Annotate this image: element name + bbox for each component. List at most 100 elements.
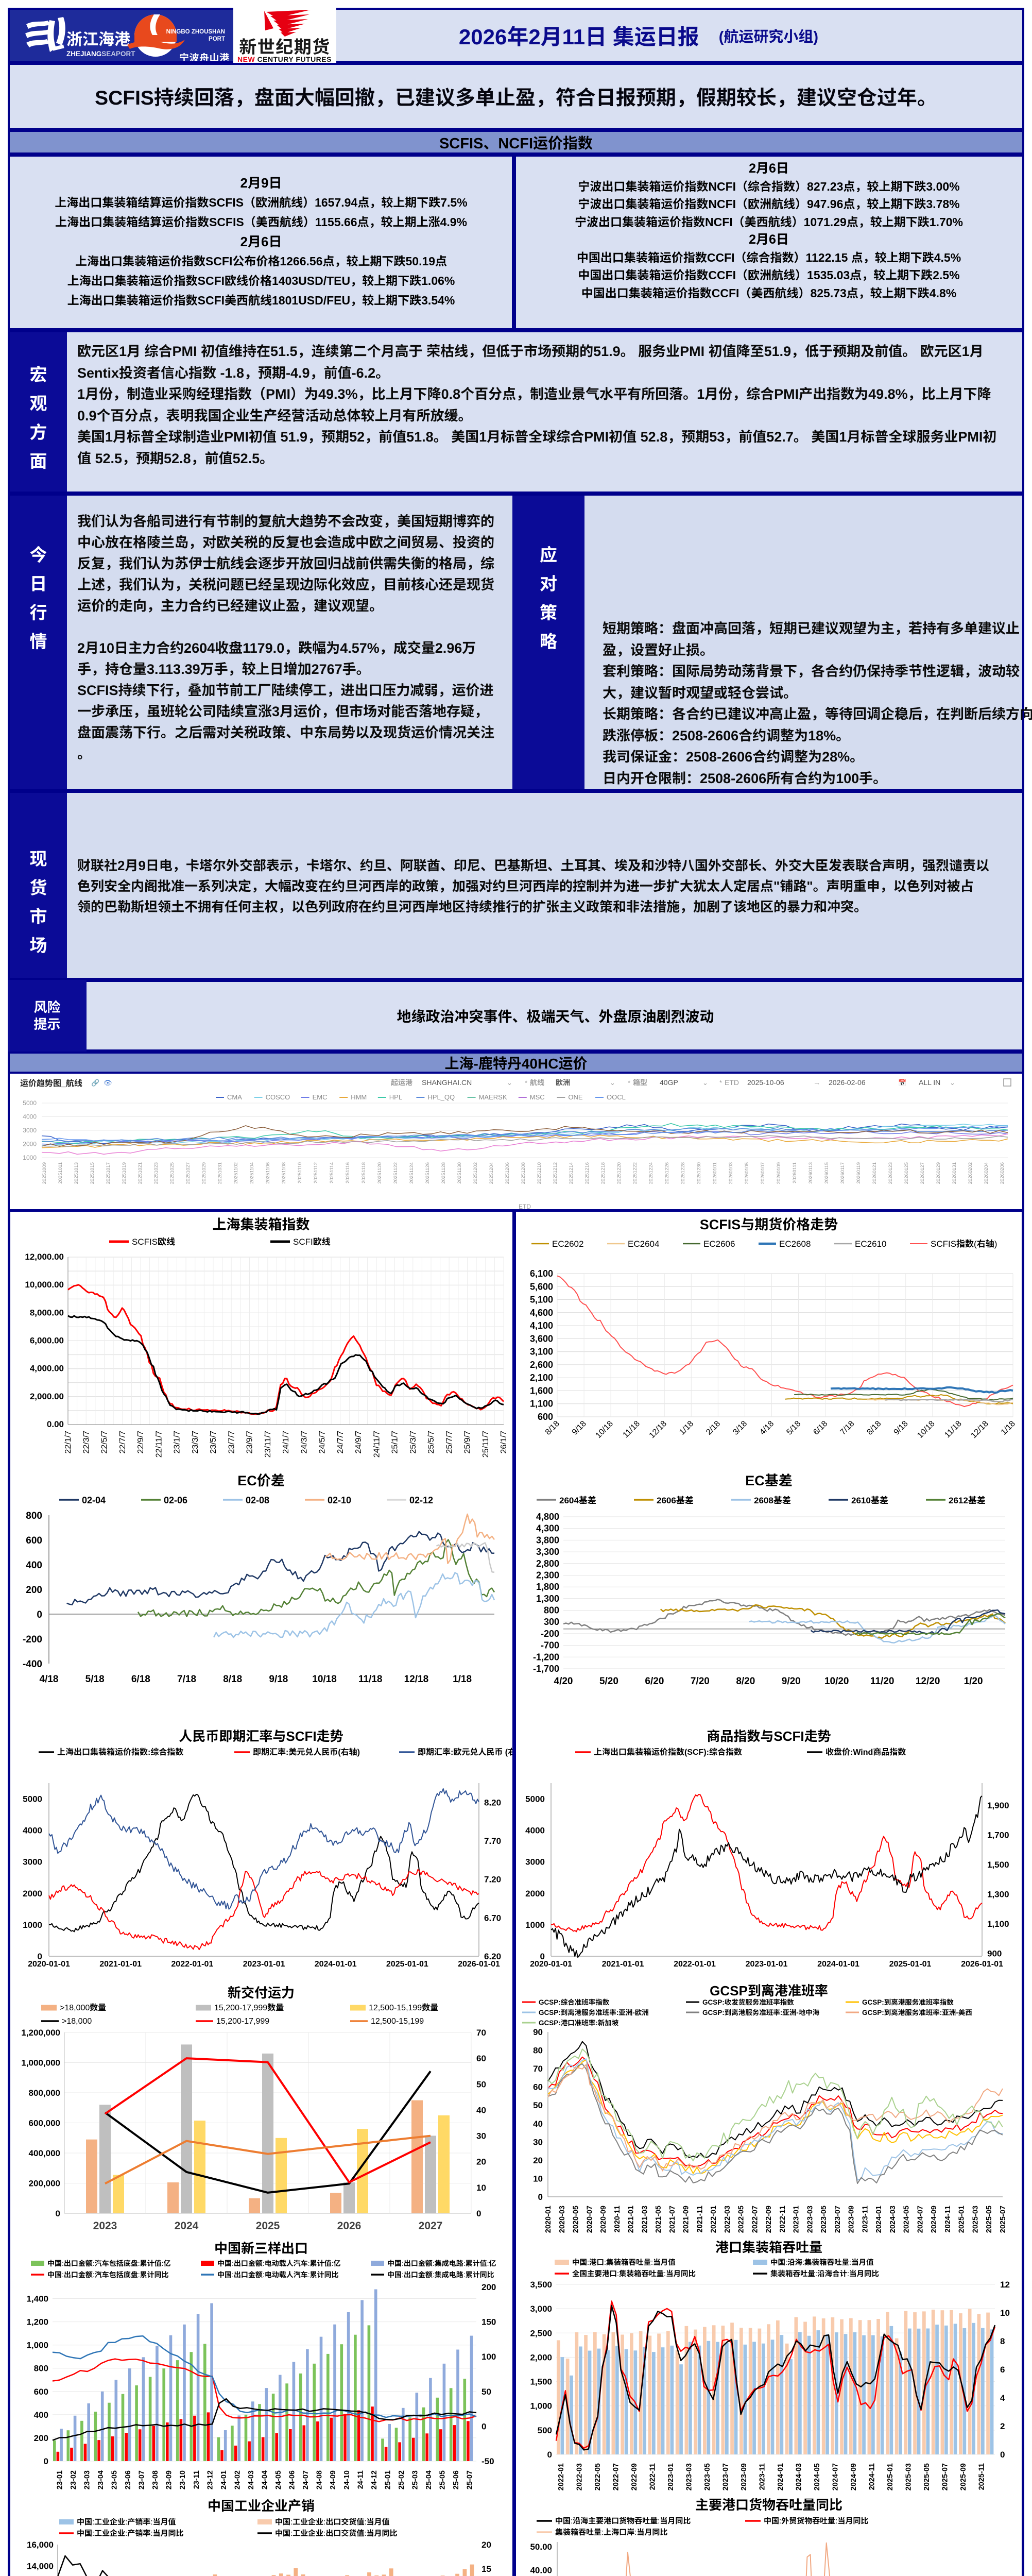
svg-text:30: 30	[533, 2137, 543, 2147]
svg-text:80: 80	[533, 2046, 543, 2056]
svg-text:中国:沿海主要港口货物吞吐量:当月同比: 中国:沿海主要港口货物吞吐量:当月同比	[555, 2517, 691, 2526]
svg-text:0.00: 0.00	[47, 1419, 64, 1429]
svg-text:7.70: 7.70	[484, 1836, 501, 1846]
svg-text:12/20: 12/20	[916, 1676, 940, 1687]
svg-text:4/18: 4/18	[40, 1674, 59, 1685]
svg-text:8/20: 8/20	[736, 1676, 755, 1687]
svg-text:23-12: 23-12	[206, 2470, 214, 2489]
svg-text:12/18: 12/18	[969, 1419, 990, 1440]
svg-text:100: 100	[481, 2352, 496, 2362]
svg-text:20251208: 20251208	[521, 1162, 526, 1184]
svg-text:1/18: 1/18	[678, 1419, 695, 1437]
svg-text:EC2610: EC2610	[855, 1239, 886, 1249]
svg-text:3000: 3000	[525, 1857, 545, 1867]
svg-text:24-08: 24-08	[316, 2470, 324, 2489]
svg-text:90: 90	[533, 2027, 543, 2037]
svg-text:2022-01-01: 2022-01-01	[171, 1960, 213, 1969]
svg-text:2612基差: 2612基差	[949, 1496, 986, 1505]
svg-text:→: →	[813, 1078, 820, 1087]
svg-text:2027: 2027	[419, 2220, 443, 2232]
svg-text:2606基差: 2606基差	[657, 1496, 694, 1505]
svg-text:20251126: 20251126	[425, 1162, 431, 1184]
svg-text:新世纪期货: 新世纪期货	[239, 38, 331, 57]
svg-text:中国:工业企业:出口交货值:当月值: 中国:工业企业:出口交货值:当月值	[275, 2518, 390, 2527]
svg-text:箱型: 箱型	[633, 1078, 647, 1087]
svg-text:23/11/7: 23/11/7	[264, 1431, 272, 1458]
svg-text:600: 600	[34, 2387, 48, 2397]
svg-text:20: 20	[533, 2156, 543, 2165]
svg-text:24-05: 24-05	[274, 2470, 283, 2489]
svg-text:COSCO: COSCO	[266, 1093, 290, 1101]
svg-text:-200: -200	[541, 1629, 559, 1639]
svg-text:2: 2	[1000, 2421, 1005, 2431]
svg-text:20251009: 20251009	[42, 1162, 47, 1184]
svg-text:400: 400	[26, 1560, 42, 1571]
svg-text:20260125: 20260125	[904, 1162, 909, 1184]
svg-text:2023-03: 2023-03	[685, 2463, 693, 2490]
svg-text:10/20: 10/20	[824, 1676, 849, 1687]
svg-text:22/3/7: 22/3/7	[82, 1431, 91, 1454]
svg-text:ALL IN: ALL IN	[919, 1078, 940, 1087]
svg-text:EC基差: EC基差	[745, 1473, 793, 1488]
svg-text:10/18: 10/18	[594, 1419, 615, 1440]
svg-text:20260115: 20260115	[824, 1162, 830, 1184]
svg-text:60: 60	[533, 2082, 543, 2092]
svg-text:港口集装箱吞吐量: 港口集装箱吞吐量	[715, 2241, 822, 2255]
svg-text:20260113: 20260113	[808, 1162, 814, 1184]
svg-text:GCSP:到离港服务准班率:亚洲-美西: GCSP:到离港服务准班率:亚洲-美西	[862, 2009, 972, 2016]
svg-text:ZHEJIANGSEAPORT: ZHEJIANGSEAPORT	[66, 50, 135, 58]
svg-text:10: 10	[476, 2183, 486, 2193]
svg-text:1,000: 1,000	[26, 2341, 48, 2350]
svg-text:20251108: 20251108	[281, 1162, 287, 1184]
svg-text:23-08: 23-08	[151, 2470, 160, 2489]
svg-text:SCFIS与期货价格走势: SCFIS与期货价格走势	[700, 1217, 838, 1232]
svg-text:20260206: 20260206	[1000, 1162, 1005, 1184]
svg-text:20260117: 20260117	[840, 1162, 846, 1184]
svg-text:收盘价:Wind商品指数: 收盘价:Wind商品指数	[825, 1748, 906, 1757]
svg-text:2023-05: 2023-05	[820, 2206, 828, 2233]
svg-text:6,000.00: 6,000.00	[30, 1336, 64, 1346]
svg-text:集装箱吞吐量:上海口岸:当月同比: 集装箱吞吐量:上海口岸:当月同比	[555, 2528, 667, 2537]
svg-text:20260103: 20260103	[728, 1162, 734, 1184]
svg-text:6/20: 6/20	[645, 1676, 664, 1687]
svg-text:20251110: 20251110	[297, 1162, 303, 1183]
svg-text:2024-01: 2024-01	[777, 2463, 785, 2490]
svg-text:4,000.00: 4,000.00	[30, 1364, 64, 1374]
svg-text:24/1/7: 24/1/7	[282, 1431, 290, 1454]
svg-text:4000: 4000	[23, 1113, 37, 1121]
svg-text:2022-11: 2022-11	[779, 2206, 787, 2232]
svg-text:2021-11: 2021-11	[696, 2206, 704, 2232]
svg-text:2610基差: 2610基差	[851, 1496, 888, 1505]
svg-text:2021-07: 2021-07	[668, 2206, 677, 2233]
svg-text:25/11/7: 25/11/7	[481, 1431, 490, 1458]
svg-text:22/5/7: 22/5/7	[100, 1431, 109, 1454]
svg-text:200: 200	[34, 2433, 48, 2443]
svg-text:2025-01: 2025-01	[958, 2206, 966, 2233]
svg-text:800: 800	[34, 2364, 48, 2374]
svg-text:2000: 2000	[23, 1141, 37, 1148]
svg-text:20251212: 20251212	[553, 1162, 558, 1184]
svg-text:6,100: 6,100	[530, 1268, 553, 1279]
svg-text:1000: 1000	[23, 1154, 37, 1161]
svg-text:1/20: 1/20	[964, 1676, 983, 1687]
svg-text:2022-05: 2022-05	[594, 2463, 602, 2490]
svg-text:200: 200	[26, 1585, 42, 1596]
svg-text:600: 600	[538, 1412, 553, 1422]
svg-text:70: 70	[476, 2028, 486, 2038]
svg-text:24-12: 24-12	[370, 2470, 379, 2489]
svg-text:12/18: 12/18	[404, 1674, 429, 1685]
svg-text:20260105: 20260105	[744, 1162, 750, 1184]
svg-text:23-04: 23-04	[97, 2470, 105, 2489]
svg-text:20251112: 20251112	[313, 1162, 319, 1183]
svg-text:25-06: 25-06	[452, 2470, 460, 2489]
svg-text:20251106: 20251106	[265, 1162, 271, 1184]
svg-text:2025-01: 2025-01	[886, 2463, 895, 2490]
svg-text:24-06: 24-06	[288, 2470, 297, 2489]
svg-text:10,000.00: 10,000.00	[25, 1280, 64, 1290]
svg-text:⌄: ⌄	[507, 1079, 512, 1087]
svg-text:22/11/7: 22/11/7	[154, 1431, 163, 1458]
svg-text:1,600: 1,600	[530, 1385, 553, 1396]
svg-text:20251202: 20251202	[473, 1162, 478, 1184]
svg-text:23-03: 23-03	[83, 2470, 91, 2489]
svg-text:02-06: 02-06	[164, 1495, 187, 1505]
